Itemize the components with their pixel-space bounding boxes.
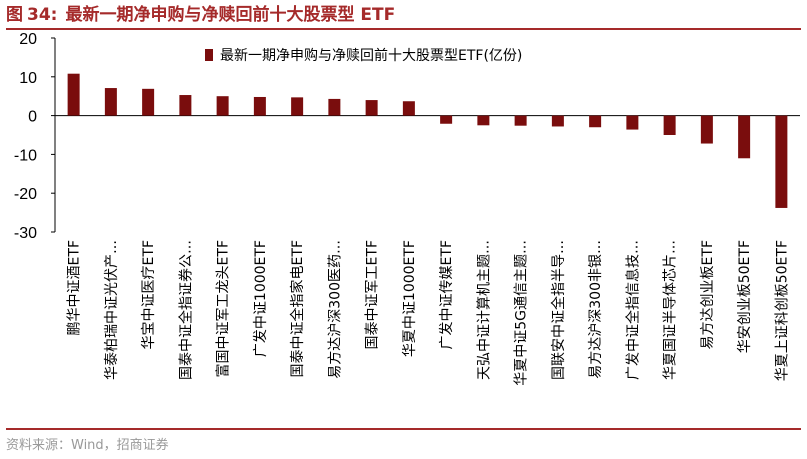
x-category-label: 广发中证1000ETF (253, 240, 269, 357)
x-category-label: 易方达沪深300非银… (588, 240, 604, 379)
x-category-label: 国联安中证全指半导… (550, 240, 567, 380)
y-tick-label: 10 (19, 70, 37, 87)
bar (328, 98, 341, 116)
bar (216, 96, 229, 116)
x-category-label: 华夏中证5G通信主题… (514, 240, 530, 386)
legend: 最新一期净申购与净赎回前十大股票型ETF(亿份) (205, 47, 522, 64)
x-category-label: 广发中证全指信息技… (624, 240, 641, 380)
x-category-label: 鹏华中证酒ETF (67, 240, 83, 335)
bar (179, 95, 192, 116)
bar (291, 97, 304, 116)
y-tick-label: -10 (14, 147, 37, 164)
source-note: 资料来源：Wind，招商证券 (6, 428, 801, 453)
x-category-label: 国泰中证全指证券公… (177, 240, 194, 380)
bar-chart: 20 10 0 -10 -20 -30 鹏华中证酒ETF 华泰柏瑞中证光伏产… 华宝中证医疗E… (14, 31, 800, 386)
bar (104, 88, 117, 116)
legend-label: 最新一期净申购与净赎回前十大股票型ETF(亿份) (220, 47, 522, 64)
bar (365, 100, 378, 116)
legend-swatch (205, 49, 213, 61)
x-category-label: 华夏国证半导体芯片… (663, 240, 679, 380)
figure-number: 34 (27, 5, 51, 25)
bar (589, 115, 602, 128)
bars (67, 73, 788, 208)
figure-label: 图 (6, 5, 23, 25)
bar (551, 115, 564, 127)
x-category-label: 富国中证军工龙头ETF (215, 240, 232, 377)
bar (142, 88, 155, 116)
x-category-label: 国泰中证军工ETF (365, 240, 381, 349)
x-category-label: 国泰中证全指家电ETF (289, 240, 306, 377)
x-axis-labels: 鹏华中证酒ETF 华泰柏瑞中证光伏产… 华宝中证医疗ETF 国泰中证全指证券公… 富国中… (67, 240, 791, 386)
y-tick-label: -30 (14, 225, 37, 242)
x-category-label: 华宝中证医疗ETF (141, 240, 157, 349)
title-separator: : (50, 5, 58, 25)
bar (700, 115, 713, 144)
bar (626, 115, 639, 130)
x-category-label: 华夏中证1000ETF (402, 240, 418, 357)
bar (477, 115, 490, 126)
x-category-label: 天弘中证计算机主题… (476, 240, 492, 380)
bar (514, 115, 527, 126)
y-tick-label: -20 (14, 186, 37, 203)
bar (253, 96, 266, 116)
bar (775, 115, 788, 208)
x-category-label: 华泰柏瑞中证光伏产… (104, 240, 120, 380)
y-axis: 20 10 0 -10 -20 -30 (14, 31, 800, 242)
y-tick-label: 0 (28, 109, 37, 126)
figure-title-text: 最新一期净申购与净赎回前十大股票型 ETF (65, 5, 396, 25)
x-category-label: 华安创业板50ETF (737, 240, 753, 353)
x-category-label: 广发中证传媒ETF (439, 240, 455, 349)
y-tick-label: 20 (19, 31, 37, 48)
x-category-label: 易方达沪深300医药… (327, 240, 343, 379)
x-category-label: 华夏上证科创板50ETF (774, 240, 790, 381)
bar (440, 115, 453, 124)
bar (738, 115, 751, 159)
bar (663, 115, 676, 135)
figure-title: 图 34: 最新一期净申购与净赎回前十大股票型 ETF (6, 4, 801, 30)
bar (402, 101, 415, 116)
x-category-label: 易方达创业板ETF (700, 240, 716, 349)
bar (67, 73, 80, 116)
